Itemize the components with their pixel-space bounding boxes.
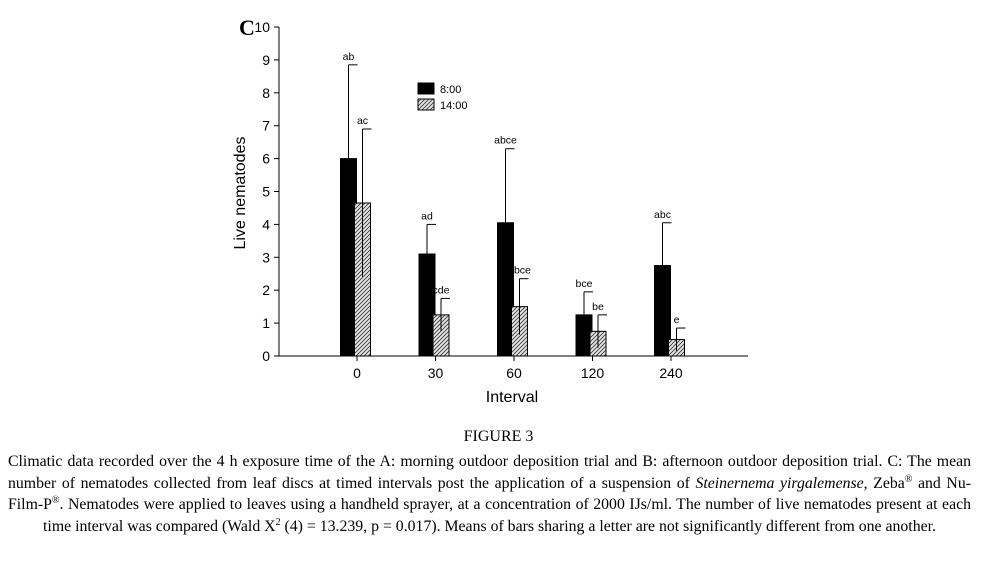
legend-label: 8:00 [440,84,461,96]
y-axis-label: Live nematodes [232,137,249,250]
data-label: be [592,301,604,313]
caption-text-3: and Nu-Film-P [8,474,971,514]
panel-label: C [239,15,255,40]
legend-swatch [417,98,435,111]
y-tick-label: 10 [254,19,270,35]
y-tick-label: 9 [262,52,270,68]
caption-text-5: (4) = 13.239, p = 0.017). Means of bars … [280,517,936,535]
y-axis-ticks: 0 1 2 3 4 5 6 7 8 9 10 [254,19,279,364]
data-label: ad [421,210,433,222]
figure-title: FIGURE 3 [463,428,534,445]
figure-caption: Climatic data recorded over the 4 h expo… [8,451,971,537]
caption-registered-2: ® [51,495,60,506]
x-tick-label: 0 [353,365,361,381]
x-tick-label: 240 [659,365,683,381]
y-tick-label: 0 [262,348,270,364]
data-label: cde [433,284,450,296]
x-tick-label: 60 [506,365,522,381]
y-tick-label: 2 [262,282,270,298]
legend-swatch [417,82,435,95]
data-label: bce [576,278,593,290]
data-label: abc [654,209,671,221]
y-tick-label: 7 [262,118,270,134]
caption-text-2: , Zeba [863,474,905,492]
data-label: abce [494,135,517,147]
error-bars [348,64,686,352]
data-label: ac [357,115,368,127]
significance-letters: ab ad abce bce abc ac cde abce be e [343,51,680,326]
caption-text-4: . Nematodes were applied to leaves using… [43,496,971,535]
caption-superscript: 2 [275,516,281,528]
legend: 8:00 14:00 [417,82,468,112]
x-axis-label: Interval [486,389,538,406]
data-label: e [674,314,680,326]
y-tick-label: 8 [262,85,270,101]
data-label: abce [508,265,531,277]
y-tick-label: 1 [262,315,270,331]
bars [340,158,685,357]
x-tick-label: 120 [581,365,605,381]
caption-species: Steinernema yirgalemense [695,474,864,492]
y-tick-label: 6 [262,151,270,167]
caption-text-1: Climatic data recorded over the 4 h expo… [8,453,971,492]
y-tick-label: 4 [262,216,270,232]
data-label: ab [343,51,355,63]
legend-label: 14:00 [440,100,468,112]
y-tick-label: 3 [262,249,270,265]
y-tick-label: 5 [262,184,270,200]
x-axis-ticks: 0 30 60 120 240 [353,356,683,381]
caption-registered-1: ® [904,473,913,485]
x-tick-label: 30 [428,365,444,381]
